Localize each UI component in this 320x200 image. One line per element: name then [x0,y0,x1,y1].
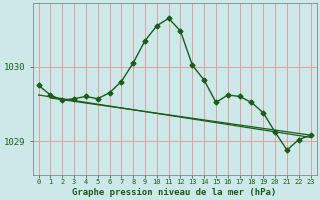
X-axis label: Graphe pression niveau de la mer (hPa): Graphe pression niveau de la mer (hPa) [72,188,277,197]
